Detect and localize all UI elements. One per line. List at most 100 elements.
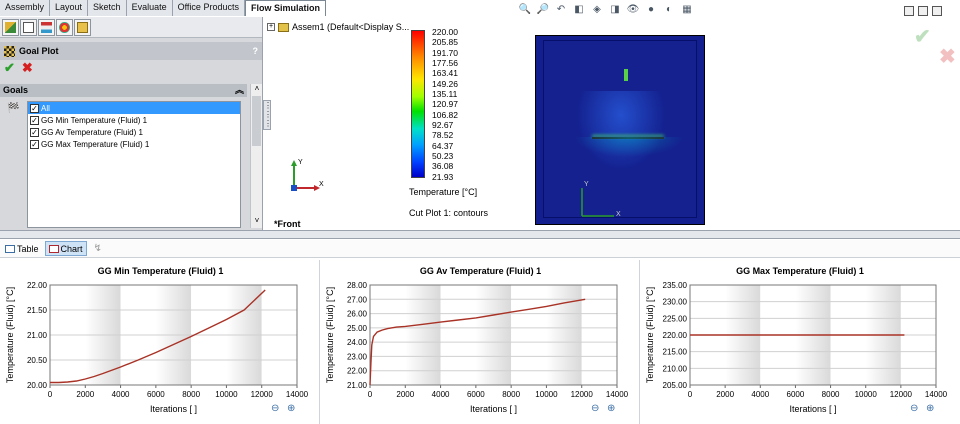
y-tick-label: 27.00 xyxy=(347,295,368,304)
zoom-out-icon[interactable]: ⊖ xyxy=(910,403,918,414)
chart-band xyxy=(405,285,441,385)
chart-max-temperature: GG Max Temperature (Fluid) 1 205.00 210.00… xyxy=(642,260,958,424)
restore-icon[interactable] xyxy=(904,6,914,16)
confirm-corner-ok-icon[interactable]: ✔ xyxy=(914,26,931,48)
cancel-x-icon[interactable]: ✖ xyxy=(21,60,33,75)
zoom-to-area-icon[interactable]: 🔎 xyxy=(536,4,550,15)
scene-icon[interactable]: ◐ xyxy=(665,4,673,15)
plot-frame xyxy=(49,284,298,386)
tab-assembly[interactable]: Assembly xyxy=(0,0,51,16)
pane-divider[interactable] xyxy=(0,230,960,239)
x-tick-label: 12000 xyxy=(251,390,274,399)
plate-glow xyxy=(574,137,684,157)
zoom-in-icon[interactable]: ⊕ xyxy=(287,403,295,414)
ok-check-icon[interactable]: ✔ xyxy=(4,60,15,75)
tab-layout[interactable]: Layout xyxy=(50,0,89,16)
goal-item-min-temp[interactable]: ✓ GG Min Temperature (Fluid) 1 xyxy=(28,114,240,126)
plot-triad-x-label: X xyxy=(616,211,621,218)
zoom-to-fit-icon[interactable]: 🔍 xyxy=(518,4,532,15)
triad-x-label: X xyxy=(319,181,324,188)
scroll-up-icon[interactable]: ˄ xyxy=(254,84,260,93)
goal-label: GG Av Temperature (Fluid) 1 xyxy=(41,127,143,137)
y-tick-label: 20.00 xyxy=(27,381,48,390)
zoom-in-icon[interactable]: ⊕ xyxy=(607,403,615,414)
display-manager-tab[interactable] xyxy=(56,18,73,36)
chart-av-temperature: GG Av Temperature (Fluid) 1 21.00 22.00 23.… xyxy=(322,260,640,424)
chart-title: GG Min Temperature (Fluid) 1 xyxy=(98,266,224,276)
scroll-down-icon[interactable]: ˅ xyxy=(254,216,260,225)
tab-chart[interactable]: Chart xyxy=(44,241,87,256)
help-button[interactable]: ? xyxy=(252,46,259,56)
goal-label: GG Max Temperature (Fluid) 1 xyxy=(41,139,150,149)
section-view-icon[interactable]: ◧ xyxy=(574,4,584,15)
x-tick-label: 12000 xyxy=(890,390,913,399)
checkbox[interactable]: ✓ xyxy=(30,127,39,137)
panel-scrollbar[interactable]: ˄ ˅ xyxy=(250,84,262,228)
chart-band xyxy=(511,285,547,385)
zoom-out-icon[interactable]: ⊖ xyxy=(591,403,599,414)
triad-x-arrow xyxy=(314,185,320,191)
close-window-icon[interactable] xyxy=(932,6,942,16)
tab-table[interactable]: Table xyxy=(2,241,42,256)
flyout-feature-tree[interactable]: + Assem1 (Default<Display S... xyxy=(267,22,409,32)
assembly-name: Assem1 (Default<Display S... xyxy=(292,22,410,32)
y-tick-label: 23.00 xyxy=(347,352,368,361)
x-tick-label: 2000 xyxy=(396,390,414,399)
legend-value: 149.26 xyxy=(432,78,458,89)
appearance-icon[interactable]: ● xyxy=(647,4,655,15)
series-line xyxy=(369,298,586,386)
display-icon xyxy=(59,21,70,33)
chart-min-temperature: GG Min Temperature (Fluid) 1 20.00 20.50 21… xyxy=(2,260,320,424)
cut-plot-contours[interactable]: Y X xyxy=(535,35,705,225)
feature-tree-tab[interactable] xyxy=(2,18,19,36)
goals-group-header[interactable]: Goals ︽ xyxy=(0,84,247,97)
tab-chart-label: Chart xyxy=(60,243,83,254)
legend-values: 220.00 205.85 191.70 177.56 163.41 149.26 135.… xyxy=(432,27,458,182)
expand-icon[interactable]: + xyxy=(267,23,275,31)
checkbox[interactable]: ✓ xyxy=(30,139,39,149)
y-tick-label: 205.00 xyxy=(663,381,688,390)
goal-item-max-temp[interactable]: ✓ GG Max Temperature (Fluid) 1 xyxy=(28,138,240,150)
goal-plot-tabs: Table Chart ↯ xyxy=(0,240,960,258)
y-axis-label: Temperature (Fluid) [°C] xyxy=(325,287,335,383)
x-tick-label: 2000 xyxy=(716,390,734,399)
tile-icon[interactable] xyxy=(918,6,928,16)
tab-sketch[interactable]: Sketch xyxy=(88,0,127,16)
view-orientation-icon[interactable]: ◈ xyxy=(593,4,601,15)
collapse-chevron-icon[interactable]: ︽ xyxy=(234,85,244,95)
chart-band xyxy=(581,285,617,385)
x-axis-label: Iterations [ ] xyxy=(470,404,517,414)
scroll-thumb[interactable] xyxy=(252,96,261,146)
display-style-icon[interactable]: ◨ xyxy=(610,4,620,15)
y-tick-label: 215.00 xyxy=(663,348,688,357)
checkbox[interactable]: ✓ xyxy=(30,103,39,113)
y-tick-label: 210.00 xyxy=(663,364,688,373)
goal-label: All xyxy=(41,103,50,113)
checkered-flag-icon: 🏁 xyxy=(7,103,20,114)
flow-analysis-tab[interactable] xyxy=(74,18,91,36)
heat-source xyxy=(624,69,628,81)
checkbox[interactable]: ✓ xyxy=(30,115,39,125)
chart-icon xyxy=(48,244,59,253)
goal-item-all[interactable]: ✓ All xyxy=(28,102,240,114)
configuration-tab[interactable] xyxy=(38,18,55,36)
zoom-out-icon[interactable]: ⊖ xyxy=(271,403,279,414)
legend-value: 163.41 xyxy=(432,68,458,79)
tab-office-products[interactable]: Office Products xyxy=(172,0,245,16)
hide-show-icon[interactable]: 👁 xyxy=(626,4,640,15)
view-settings-icon[interactable]: ▦ xyxy=(682,4,692,15)
property-manager-tab[interactable] xyxy=(20,18,37,36)
confirm-corner-cancel-icon[interactable]: ✖ xyxy=(939,46,956,68)
x-tick-label: 8000 xyxy=(822,390,840,399)
panel-splitter-handle[interactable]: ⋮ ⋮ ⋮ xyxy=(263,100,272,130)
window-buttons xyxy=(904,6,942,16)
property-manager: Goal Plot ? ✔ ✖ Goals ︽ 🏁 ✓ All ✓ GG Min… xyxy=(0,17,263,230)
y-tick-label: 230.00 xyxy=(663,298,688,307)
refresh-icon[interactable]: ↯ xyxy=(93,243,102,254)
zoom-in-icon[interactable]: ⊕ xyxy=(926,403,934,414)
previous-view-icon[interactable]: ↶ xyxy=(556,4,566,15)
goal-item-av-temp[interactable]: ✓ GG Av Temperature (Fluid) 1 xyxy=(28,126,240,138)
tab-evaluate[interactable]: Evaluate xyxy=(126,0,173,16)
x-tick-label: 10000 xyxy=(855,390,878,399)
tab-flow-simulation[interactable]: Flow Simulation xyxy=(244,0,326,16)
